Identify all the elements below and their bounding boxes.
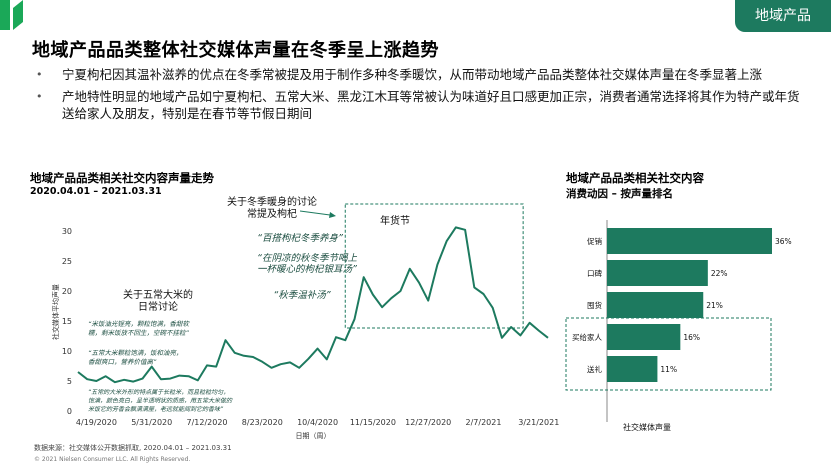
page-title: 地域产品品类整体社交媒体声量在冬季呈上涨趋势 xyxy=(32,40,439,61)
y-tick-label: 15 xyxy=(62,317,72,326)
x-axis-label: 日期（周） xyxy=(296,432,331,440)
bar-category-label: 促销 xyxy=(587,236,602,246)
x-tick-label: 4/19/2020 xyxy=(76,418,117,427)
y-tick-label: 10 xyxy=(62,347,72,356)
bullet-item: 宁夏枸杞因其温补滋养的优点在冬季常被提及用于制作多种冬季暖饮，从而带动地域产品品… xyxy=(36,66,806,83)
bullet-item: 产地特性明显的地域产品如宁夏枸杞、五常大米、黑龙江木耳等常被认为味道好且口感更加… xyxy=(36,88,806,122)
winter-annotation-heading: 关于冬季暖身的讨论常提及枸杞 xyxy=(227,195,317,220)
x-tick-label: 11/15/2020 xyxy=(350,418,396,427)
volume-line xyxy=(77,226,549,384)
rice-annotation-heading: 关于五常大米的日常讨论 xyxy=(123,288,193,313)
bar-1 xyxy=(607,228,772,254)
bar-value-label: 16% xyxy=(683,333,700,342)
bar-value-label: 36% xyxy=(775,237,792,246)
data-source-note: 数据来源：社交媒体公开数据抓取, 2020.04.01 – 2021.03.31 xyxy=(34,444,232,452)
rice-quote: “五常的大米外形的特点属于长粒米，而且粒粒均匀，饱满，颜色亮白，呈半透明状的质感… xyxy=(88,388,233,413)
bar-category-label: 囤货 xyxy=(587,300,602,310)
new-year-label: 年货节 xyxy=(380,214,410,227)
bar-value-label: 22% xyxy=(711,269,728,278)
volume-trend-line-chart: 0 5 10 15 20 25 30 社交媒体平均声量 4/19/2020 5/31/2020 7/… xyxy=(51,195,559,440)
bar-x-axis-label: 社交媒体声量 xyxy=(623,422,671,432)
bar-value-label: 21% xyxy=(706,301,723,310)
bar-3 xyxy=(607,292,704,318)
x-tick-label: 3/21/2021 xyxy=(518,418,559,427)
x-tick-label: 5/31/2020 xyxy=(131,418,172,427)
bar-category-label: 买给家人 xyxy=(572,332,602,342)
bar-value-label: 11% xyxy=(660,365,677,374)
line-chart-date-range: 2020.04.01 – 2021.03.31 xyxy=(30,186,162,197)
x-tick-label: 8/23/2020 xyxy=(242,418,283,427)
winter-quote: “百搭枸杞冬季养身” xyxy=(257,232,343,244)
winter-quote: “在阴凉的秋冬季节喝上一杯暖心的枸杞银耳汤” xyxy=(257,252,357,275)
y-tick-label: 25 xyxy=(62,257,72,266)
section-tag: 地域产品 xyxy=(735,0,831,32)
y-tick-label: 5 xyxy=(67,377,72,386)
y-tick-label: 20 xyxy=(62,287,72,296)
bar-category-label: 送礼 xyxy=(587,364,602,374)
winter-arrow-head xyxy=(329,212,336,218)
rice-quote: “米饭油光锃亮，颗粒饱满，香甜软糯，剩米饭放不回生，空碗不挂粒” xyxy=(88,320,190,337)
nielsen-logo xyxy=(0,0,23,30)
highlight-box xyxy=(344,203,524,329)
bar-chart-subtitle: 消费动因 – 按声量排名 xyxy=(566,188,674,200)
bar-category-label: 口碑 xyxy=(587,268,602,278)
winter-arrow xyxy=(299,210,331,216)
winter-quote: “秋季温补汤” xyxy=(273,290,330,301)
y-tick-label: 30 xyxy=(62,227,72,236)
x-tick-label: 12/27/2020 xyxy=(405,418,451,427)
x-tick-label: 10/4/2020 xyxy=(297,418,338,427)
copyright-note: © 2021 Nielsen Consumer LLC. All Rights … xyxy=(34,456,191,463)
bar-chart-title: 地域产品品类相关社交内容 xyxy=(566,171,704,185)
line-chart-title: 地域产品品类相关社交内容声量走势 xyxy=(30,171,214,185)
bar-4 xyxy=(607,324,681,350)
bar-2 xyxy=(607,260,708,286)
y-tick-label: 0 xyxy=(67,407,72,416)
x-tick-label: 2/7/2021 xyxy=(466,418,502,427)
bar-5 xyxy=(607,356,658,382)
bullet-list: 宁夏枸杞因其温补滋养的优点在冬季常被提及用于制作多种冬季暖饮，从而带动地域产品品… xyxy=(36,66,806,127)
x-tick-label: 7/12/2020 xyxy=(187,418,228,427)
rice-quote: “五常大米颗粒饱满，饭和油亮，香甜爽口，营养价值高” xyxy=(88,349,182,366)
motivation-bar-chart: 促销 36% 口碑 22% 囤货 21% 买给家人 16% 送礼 11% 社交媒体声量 xyxy=(565,220,792,432)
y-axis-label: 社交媒体平均声量 xyxy=(51,284,60,340)
